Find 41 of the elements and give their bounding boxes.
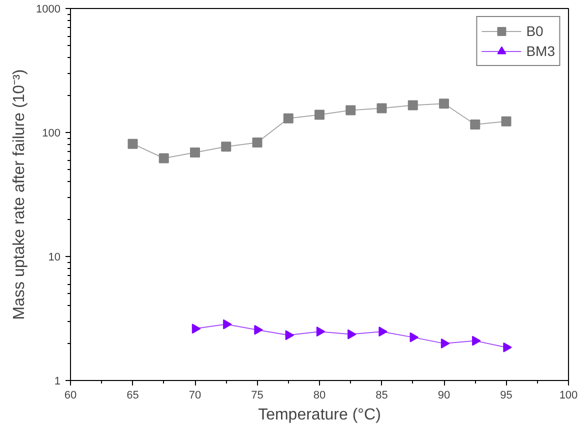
y-tick-label: 1000	[36, 4, 61, 16]
y-tick-label: 1	[54, 376, 61, 388]
x-tick-label: 95	[500, 390, 512, 402]
x-axis-title: Temperature (°C)	[258, 406, 381, 424]
point	[378, 326, 388, 337]
point	[501, 116, 512, 126]
point	[316, 326, 326, 337]
point	[192, 324, 201, 334]
legend-label: B0	[526, 23, 544, 39]
y-tick-label: 10	[48, 252, 61, 264]
point	[190, 147, 200, 158]
point	[128, 138, 138, 149]
point	[252, 138, 262, 148]
point	[376, 103, 387, 114]
point	[439, 98, 449, 109]
x-tick-label: 85	[376, 390, 388, 402]
x-tick-label: 60	[64, 390, 77, 402]
point	[158, 153, 169, 164]
point	[346, 105, 356, 116]
point	[221, 142, 232, 152]
point	[254, 324, 263, 335]
point	[285, 330, 294, 340]
legend-label: BM3	[526, 43, 555, 59]
point	[440, 338, 450, 348]
point	[348, 329, 356, 340]
x-tick-label: 100	[559, 390, 578, 402]
y-tick-label: 100	[42, 128, 61, 140]
point	[410, 332, 419, 342]
x-tick-label: 90	[438, 390, 450, 402]
point	[470, 120, 480, 130]
point	[314, 110, 324, 120]
point	[223, 319, 232, 330]
point	[472, 336, 481, 346]
point	[408, 100, 418, 110]
y-axis-title: Mass uptake rate after failure (10⁻³)	[11, 69, 28, 320]
point	[283, 113, 294, 124]
x-tick-label: 80	[313, 390, 326, 402]
point	[503, 342, 512, 352]
x-tick-label: 70	[188, 390, 202, 402]
x-tick-label: 75	[251, 390, 264, 402]
x-tick-label: 65	[126, 390, 139, 402]
